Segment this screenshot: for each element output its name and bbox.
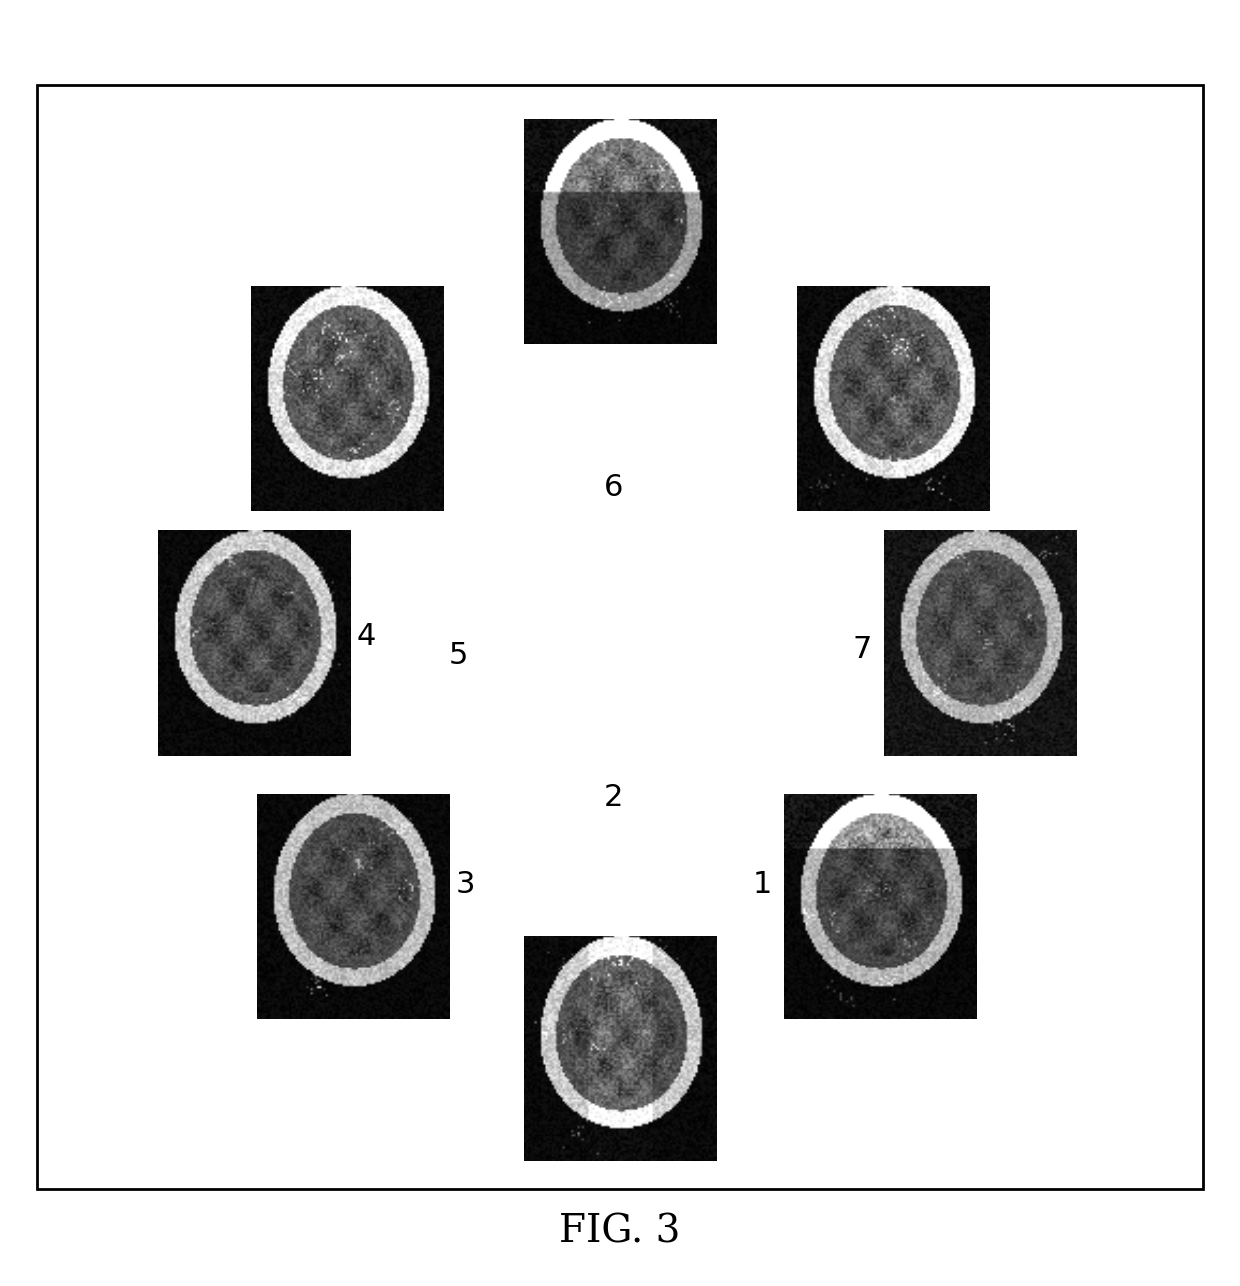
- Text: 2: 2: [604, 783, 624, 813]
- FancyBboxPatch shape: [37, 85, 1203, 1188]
- Text: 4: 4: [356, 622, 376, 651]
- Text: 1: 1: [753, 871, 773, 899]
- Text: 6: 6: [604, 473, 624, 503]
- Text: 0: 0: [883, 622, 903, 651]
- Text: 7: 7: [852, 635, 872, 664]
- Text: 3: 3: [455, 871, 475, 899]
- Text: 5: 5: [449, 640, 469, 670]
- Text: FIG. 3: FIG. 3: [559, 1214, 681, 1250]
